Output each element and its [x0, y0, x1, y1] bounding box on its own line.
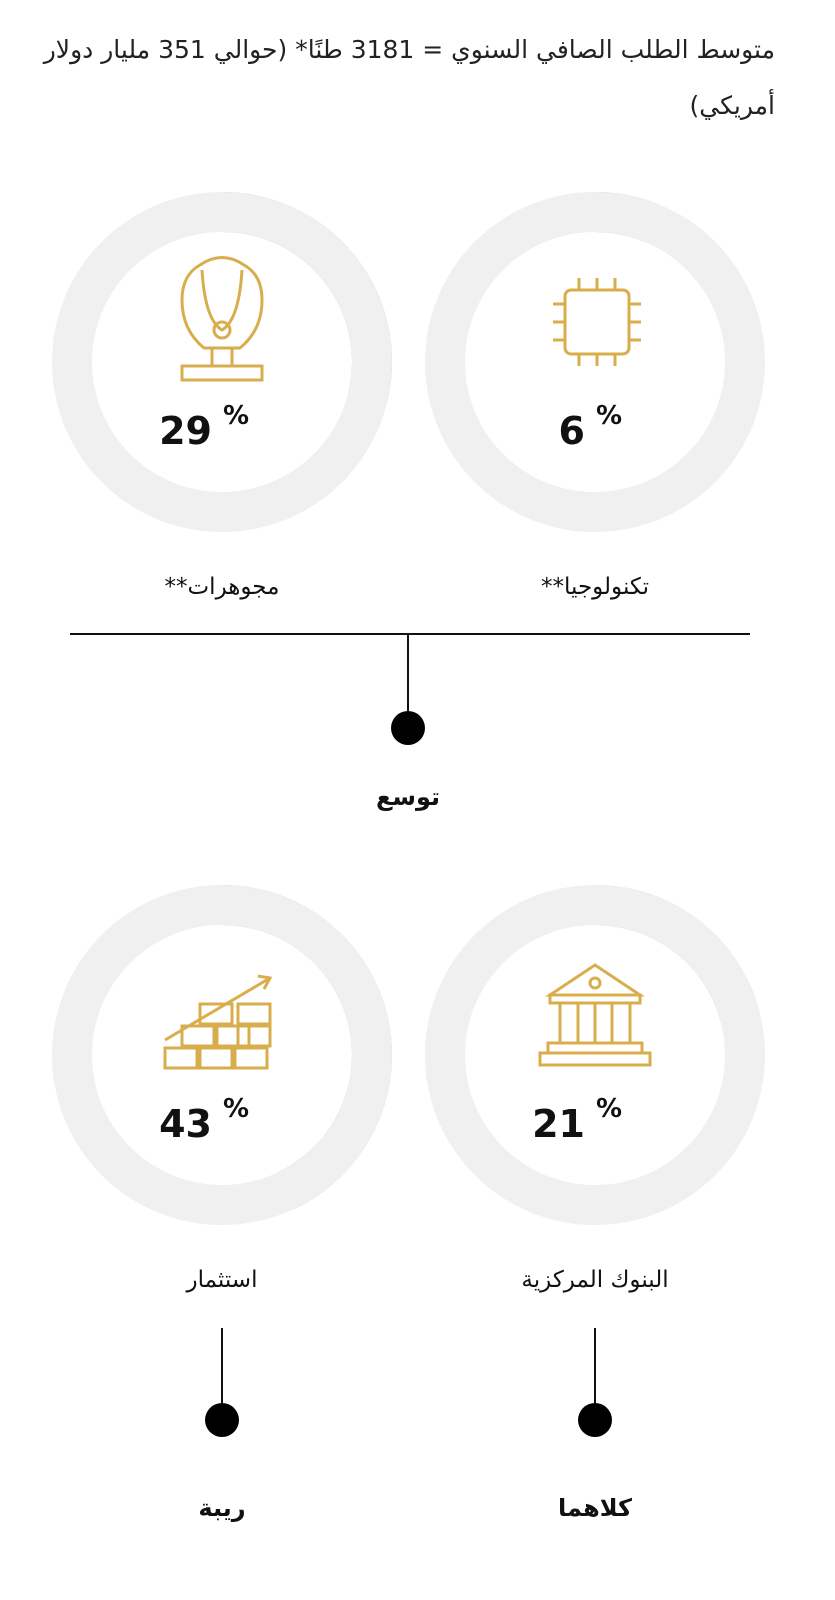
donut-unit: %	[223, 1094, 249, 1124]
donut-label: تكنولوجيا**	[541, 574, 649, 600]
chip-icon	[553, 278, 641, 366]
donut-unit: %	[223, 401, 249, 431]
node-dot	[578, 1403, 612, 1437]
donut-value: 21	[532, 1102, 585, 1146]
donut-unit: %	[596, 401, 622, 431]
tree-label: توسع	[376, 783, 440, 811]
gold-bars-icon	[163, 974, 273, 1070]
bank-icon	[538, 963, 652, 1067]
donut-value: 43	[159, 1102, 212, 1146]
node-dot	[205, 1403, 239, 1437]
donut-label: استثمار	[186, 1267, 258, 1293]
donut-track	[425, 885, 765, 1225]
donut-value: 29	[159, 409, 212, 453]
donut-track	[425, 192, 765, 532]
donut-label: مجوهرات**	[165, 574, 280, 600]
tree-label: ريبة	[198, 1494, 245, 1522]
donut-track	[52, 885, 392, 1225]
node-dot	[391, 711, 425, 745]
donut-track	[52, 192, 392, 532]
header-text: متوسط الطلب الصافي السنوي = 3181 طنًا* (…	[43, 35, 775, 120]
tree-label: كلاهما	[558, 1494, 632, 1522]
jewelry-icon	[180, 256, 264, 382]
donut-value: 6	[559, 409, 585, 453]
donut-label: البنوك المركزية	[521, 1267, 668, 1293]
donut-unit: %	[596, 1094, 622, 1124]
